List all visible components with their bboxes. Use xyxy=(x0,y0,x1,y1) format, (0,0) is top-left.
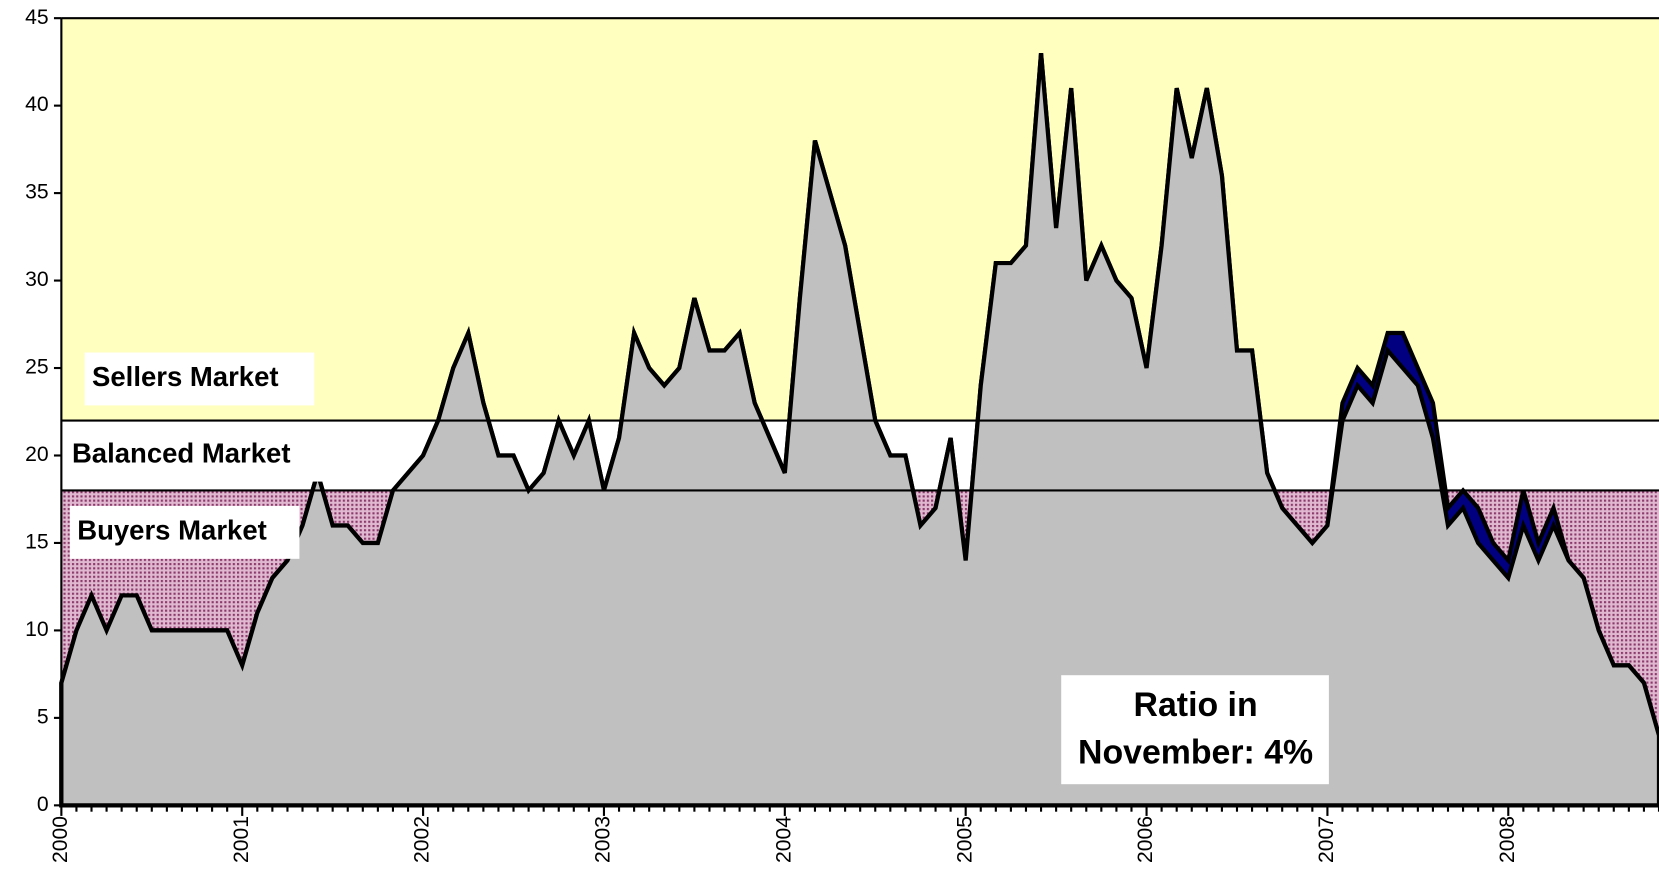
y-tick-label: 10 xyxy=(25,618,49,641)
y-tick-label: 30 xyxy=(25,268,49,291)
zone-label-box xyxy=(69,505,300,559)
y-tick-label: 40 xyxy=(25,93,49,116)
area xyxy=(59,52,1659,808)
y-tick-label: 5 xyxy=(37,705,49,728)
annotation-text: Ratio in xyxy=(1134,686,1258,724)
x-tick-label: 2007 xyxy=(1315,816,1338,863)
x-tick-label: 2000 xyxy=(49,816,72,863)
y-tick-label: 15 xyxy=(25,531,49,554)
zone-label-box xyxy=(63,428,328,482)
zone-label: Sellers Market xyxy=(92,361,278,392)
x-tick-label: 2008 xyxy=(1496,816,1519,863)
y-tick-label: 0 xyxy=(37,793,49,816)
x-tick-label: 2004 xyxy=(772,816,795,863)
annotation-box xyxy=(1061,675,1329,785)
zone-label: Buyers Market xyxy=(77,515,267,546)
zone-label: Balanced Market xyxy=(72,437,291,468)
zone-label-box xyxy=(84,352,315,406)
y-tick-label: 45 xyxy=(25,6,49,29)
x-tick-label: 2003 xyxy=(592,816,615,863)
annotation-text: November: 4% xyxy=(1078,734,1313,772)
y-tick-label: 25 xyxy=(25,356,49,379)
y-tick-label: 20 xyxy=(25,443,49,466)
x-tick-label: 2005 xyxy=(953,816,976,863)
y-tick-label: 35 xyxy=(25,181,49,204)
x-tick-label: 2002 xyxy=(411,816,434,863)
x-tick-label: 2006 xyxy=(1134,816,1157,863)
x-tick-label: 2001 xyxy=(230,816,253,863)
